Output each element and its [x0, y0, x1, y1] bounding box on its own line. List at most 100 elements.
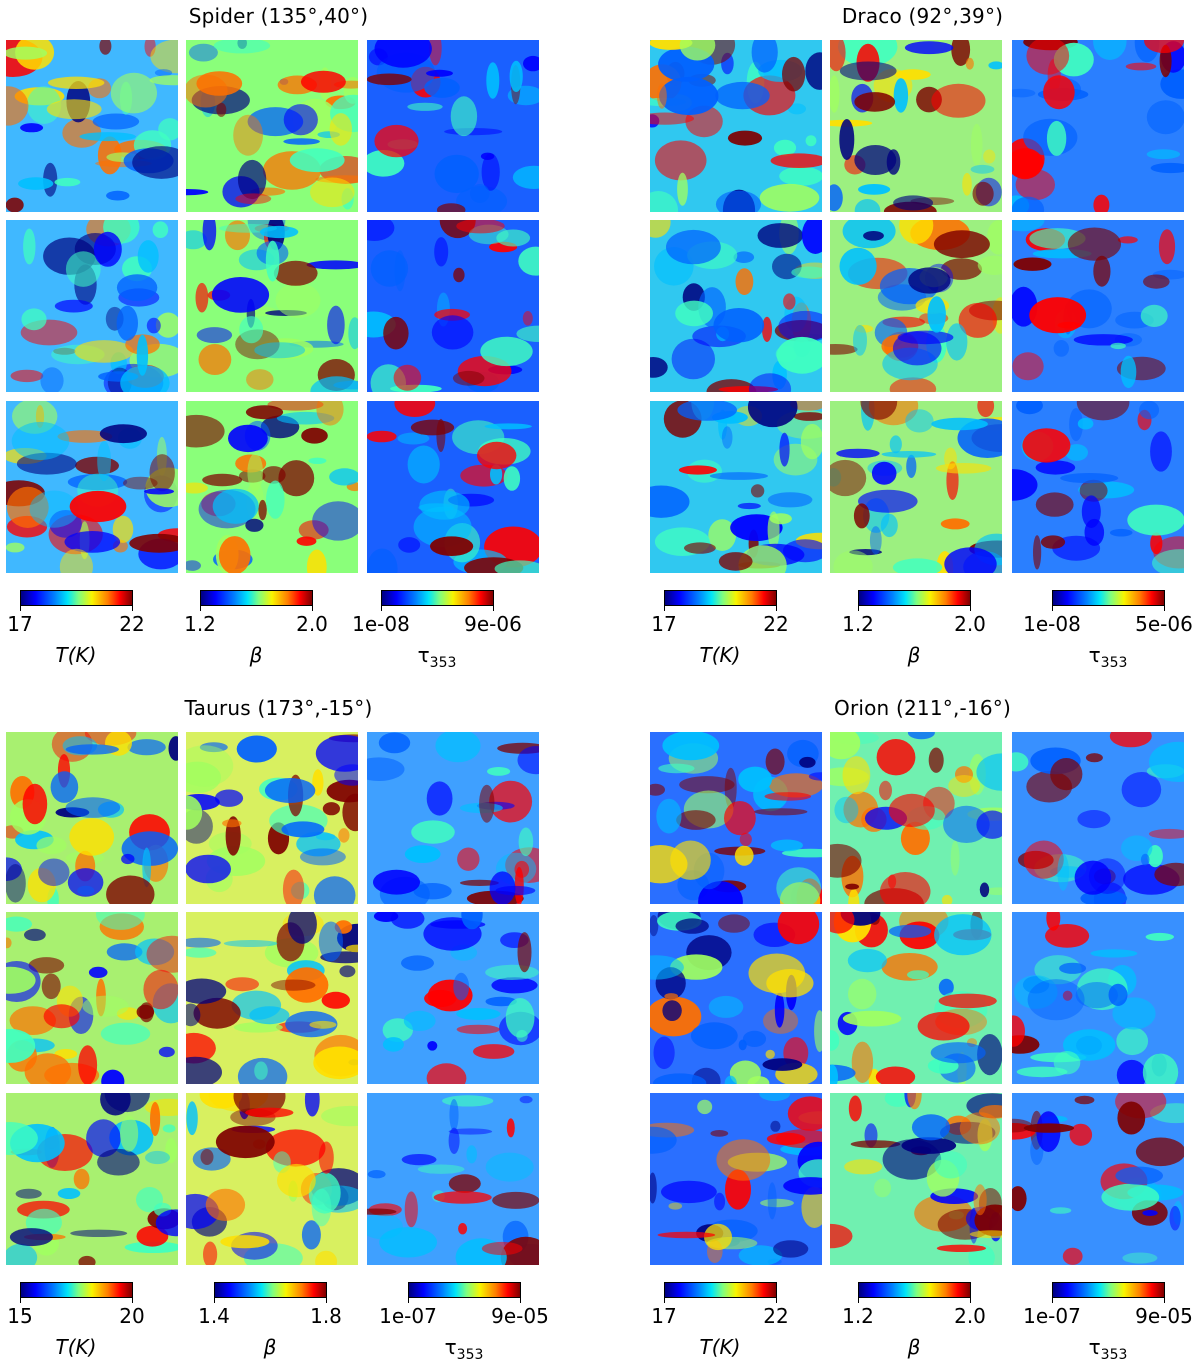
colorbar-axis-label: τ353: [417, 643, 457, 671]
colorbar-beta: 1.4 1.8 β: [198, 1282, 372, 1362]
colorbar-temperature: 15 20 T(K): [6, 1282, 178, 1362]
map-panel: [367, 40, 539, 212]
colorbar-axis-label: β: [907, 1335, 921, 1359]
quadrant-draco: Draco (92°,39°) 17 22 T(K) 1.2 2.0 β 1e-…: [650, 0, 1195, 671]
map-panel: [186, 912, 358, 1084]
map-panel: [830, 1093, 1002, 1265]
colorbar-axis-label: T(K): [699, 1335, 741, 1359]
colorbar-tau: 1e-08 9e-06 τ353: [352, 590, 539, 671]
map-panel: [1012, 732, 1184, 904]
colorbar-beta: 1.2 2.0 β: [842, 590, 1016, 670]
map-panel: [830, 912, 1002, 1084]
colorbar-max-label: 2.0: [954, 1304, 986, 1328]
colorbar-gradient: [664, 590, 777, 606]
map-grid: [650, 40, 1195, 573]
map-panel: [650, 401, 822, 573]
colorbar-min-label: 1.2: [184, 612, 216, 636]
colorbar-min-label: 17: [7, 612, 33, 636]
colorbar-axis-label: T(K): [55, 1335, 97, 1359]
colorbar-min-label: 15: [7, 1304, 33, 1328]
colorbar-max-label: 22: [763, 612, 789, 636]
colorbar-gradient: [664, 1282, 777, 1298]
map-panel: [186, 401, 358, 573]
colorbar-min-label: 1.4: [198, 1304, 230, 1328]
colorbar-gradient: [20, 1282, 133, 1298]
map-panel: [186, 732, 358, 904]
colorbar-max-label: 2.0: [954, 612, 986, 636]
map-panel: [367, 912, 539, 1084]
map-panel: [186, 1093, 358, 1265]
colorbar-min-label: 1e-07: [1023, 1304, 1081, 1328]
map-panel: [6, 912, 178, 1084]
map-panel: [1012, 1093, 1184, 1265]
map-grid: [650, 732, 1195, 1265]
colorbar-beta: 1.2 2.0 β: [842, 1282, 1016, 1362]
colorbar-min-label: 17: [651, 612, 677, 636]
colorbar-gradient: [214, 1282, 327, 1298]
colorbar-gradient: [408, 1282, 521, 1298]
map-grid: [6, 40, 551, 573]
map-grid: [6, 732, 551, 1265]
quadrant-taurus: Taurus (173°,-15°) 15 20 T(K) 1.4 1.8 β …: [6, 692, 551, 1363]
map-panel: [650, 912, 822, 1084]
colorbar-min-label: 1.2: [842, 612, 874, 636]
colorbar-tau: 1e-07 9e-05 τ353: [379, 1282, 566, 1363]
map-panel: [830, 732, 1002, 904]
colorbar-max-label: 22: [763, 1304, 789, 1328]
quadrant-title: Taurus (173°,-15°): [184, 696, 373, 720]
colorbar-min-label: 17: [651, 1304, 677, 1328]
quadrant-title: Draco (92°,39°): [841, 4, 1004, 28]
map-panel: [367, 401, 539, 573]
colorbar-beta: 1.2 2.0 β: [184, 590, 358, 670]
quadrant-spider: Spider (135°,40°) 17 22 T(K) 1.2 2.0 β 1…: [6, 0, 551, 671]
map-panel: [6, 401, 178, 573]
colorbar-gradient: [858, 590, 971, 606]
colorbar-min-label: 1e-08: [1023, 612, 1081, 636]
colorbar-gradient: [20, 590, 133, 606]
map-panel: [1012, 220, 1184, 392]
colorbar-axis-label: β: [249, 643, 263, 667]
colorbar-min-label: 1e-07: [379, 1304, 437, 1328]
colorbar-max-label: 5e-06: [1135, 612, 1193, 636]
colorbar-max-label: 20: [119, 1304, 145, 1328]
colorbar-axis-label: τ353: [1088, 643, 1128, 671]
map-panel: [6, 732, 178, 904]
map-panel: [186, 220, 358, 392]
map-panel: [650, 1093, 822, 1265]
map-panel: [367, 220, 539, 392]
quadrant-orion: Orion (211°,-16°) 17 22 T(K) 1.2 2.0 β 1…: [650, 692, 1195, 1363]
map-panel: [6, 40, 178, 212]
colorbar-max-label: 9e-06: [464, 612, 522, 636]
colorbar-gradient: [1052, 1282, 1165, 1298]
map-panel: [367, 732, 539, 904]
colorbar-temperature: 17 22 T(K): [6, 590, 178, 670]
colorbar-axis-label: β: [907, 643, 921, 667]
colorbar-max-label: 22: [119, 612, 145, 636]
map-panel: [6, 1093, 178, 1265]
colorbar-max-label: 9e-05: [1135, 1304, 1193, 1328]
map-panel: [1012, 401, 1184, 573]
map-panel: [830, 220, 1002, 392]
map-panel: [367, 1093, 539, 1265]
map-panel: [1012, 912, 1184, 1084]
map-panel: [830, 40, 1002, 212]
colorbar-gradient: [1052, 590, 1165, 606]
colorbar-axis-label: β: [263, 1335, 277, 1359]
map-panel: [650, 220, 822, 392]
quadrant-title: Orion (211°,-16°): [834, 696, 1011, 720]
colorbar-axis-label: τ353: [1088, 1335, 1128, 1363]
colorbar-axis-label: T(K): [55, 643, 97, 667]
colorbar-gradient: [858, 1282, 971, 1298]
map-panel: [186, 40, 358, 212]
colorbar-max-label: 1.8: [310, 1304, 342, 1328]
colorbar-min-label: 1.2: [842, 1304, 874, 1328]
colorbar-axis-label: τ353: [444, 1335, 484, 1363]
colorbar-temperature: 17 22 T(K): [650, 1282, 822, 1362]
colorbar-gradient: [200, 590, 313, 606]
map-panel: [1012, 40, 1184, 212]
colorbar-axis-label: T(K): [699, 643, 741, 667]
colorbar-gradient: [381, 590, 494, 606]
colorbar-tau: 1e-08 5e-06 τ353: [1023, 590, 1200, 671]
colorbar-temperature: 17 22 T(K): [650, 590, 822, 670]
map-panel: [830, 401, 1002, 573]
